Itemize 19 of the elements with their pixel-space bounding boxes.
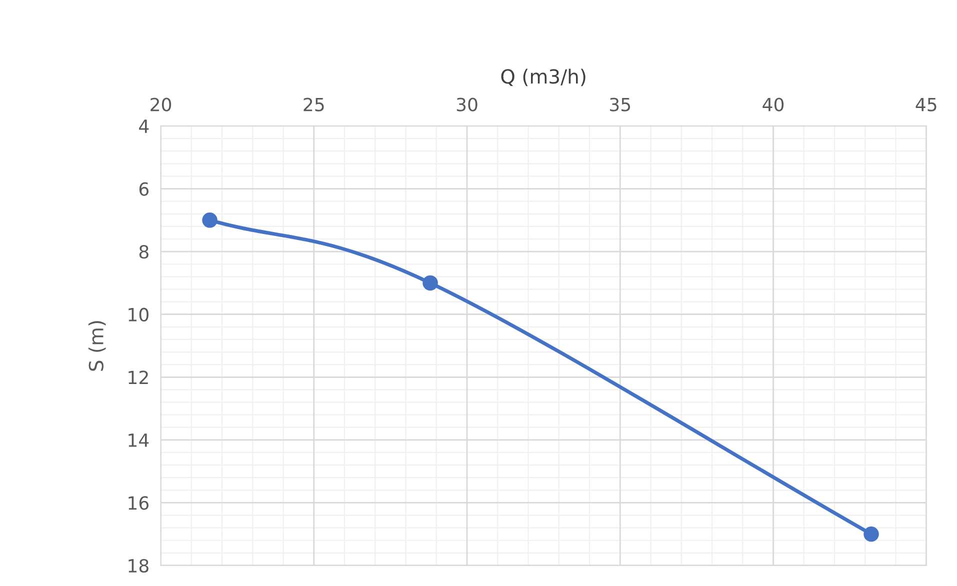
x-axis-title: Q (m3/h): [501, 68, 586, 86]
y-tick-label: 10: [128, 308, 148, 322]
y-axis-title: S (m): [88, 321, 106, 371]
x-tick-label: 20: [150, 98, 172, 112]
x-tick-label: 25: [304, 98, 324, 112]
y-tick-label: 6: [139, 182, 149, 196]
point: [422, 275, 438, 291]
x-tick-label: 30: [456, 98, 478, 112]
point: [864, 526, 879, 542]
point: [202, 212, 218, 228]
y-tick-label: 14: [128, 434, 149, 447]
y-tick-label: 12: [128, 370, 148, 384]
x-tick-label: 45: [916, 98, 936, 112]
y-tick-label: 18: [128, 558, 148, 573]
y-tick-label: 8: [139, 245, 148, 259]
y-tick-label: 4: [139, 120, 149, 133]
x-tick-label: 35: [610, 98, 630, 112]
x-tick-label: 40: [762, 98, 784, 112]
y-tick-label: 16: [128, 496, 149, 510]
